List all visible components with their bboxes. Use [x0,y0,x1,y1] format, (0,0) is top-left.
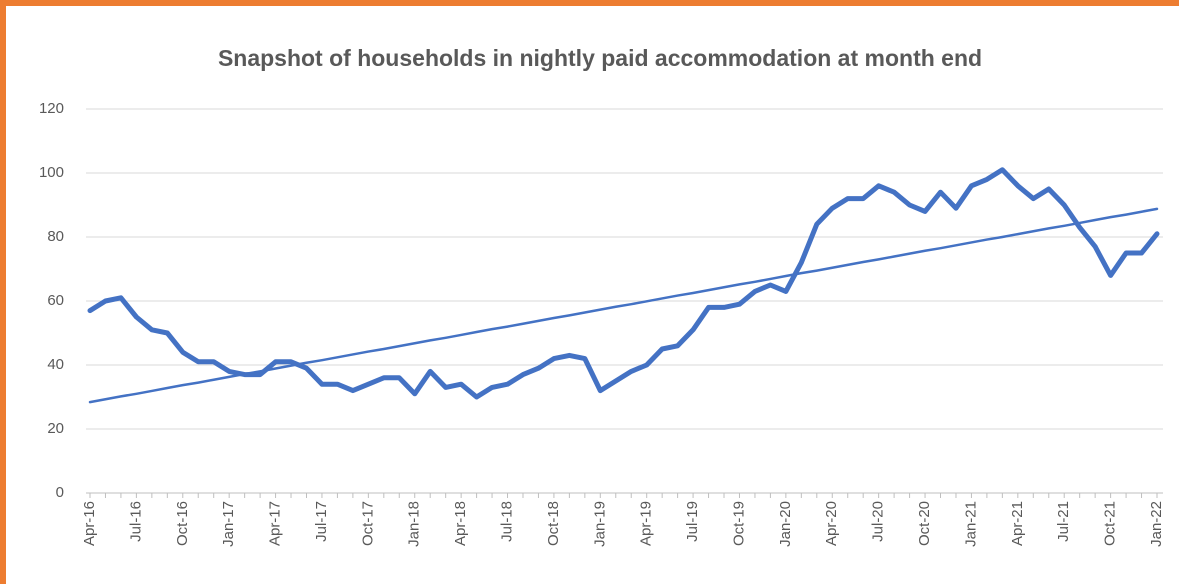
x-tick-label: Jul-18 [498,501,515,542]
x-tick-label: Oct-16 [174,501,191,546]
x-tick-label: Jan-22 [1148,501,1165,547]
y-tick-label: 100 [39,164,64,181]
x-tick-label: Apr-20 [823,501,840,546]
frame-left [0,0,6,584]
x-tick-label: Jul-21 [1055,501,1072,542]
x-tick-label: Apr-19 [638,501,655,546]
x-tick-label: Jan-18 [406,501,423,547]
x-tick-label: Jul-16 [127,501,144,542]
y-tick-label: 20 [47,420,64,437]
chart-title: Snapshot of households in nightly paid a… [218,45,982,71]
x-tick-label: Oct-21 [1102,501,1119,546]
x-tick-label: Oct-17 [359,501,376,546]
y-tick-label: 60 [47,292,64,309]
y-tick-label: 80 [47,228,64,245]
x-tick-label: Apr-16 [81,501,98,546]
x-tick-label: Jul-20 [870,501,887,542]
x-tick-label: Jul-19 [684,501,701,542]
x-tick-label: Oct-20 [916,501,933,546]
x-tick-label: Jul-17 [313,501,330,542]
x-tick-label: Oct-19 [730,501,747,546]
x-tick-label: Apr-17 [267,501,284,546]
y-tick-label: 40 [47,356,64,373]
series-line [87,167,1160,400]
frame-top [0,0,1179,6]
x-tick-label: Jan-19 [591,501,608,547]
x-tick-label: Apr-21 [1009,501,1026,546]
y-tick-label: 0 [56,484,64,501]
x-tick-label: Jan-20 [777,501,794,547]
y-tick-label: 120 [39,100,64,117]
series-line [88,207,1159,404]
x-tick-label: Jan-17 [220,501,237,547]
x-tick-label: Jan-21 [962,501,979,547]
x-tick-label: Oct-18 [545,501,562,546]
x-tick-label: Apr-18 [452,501,469,546]
